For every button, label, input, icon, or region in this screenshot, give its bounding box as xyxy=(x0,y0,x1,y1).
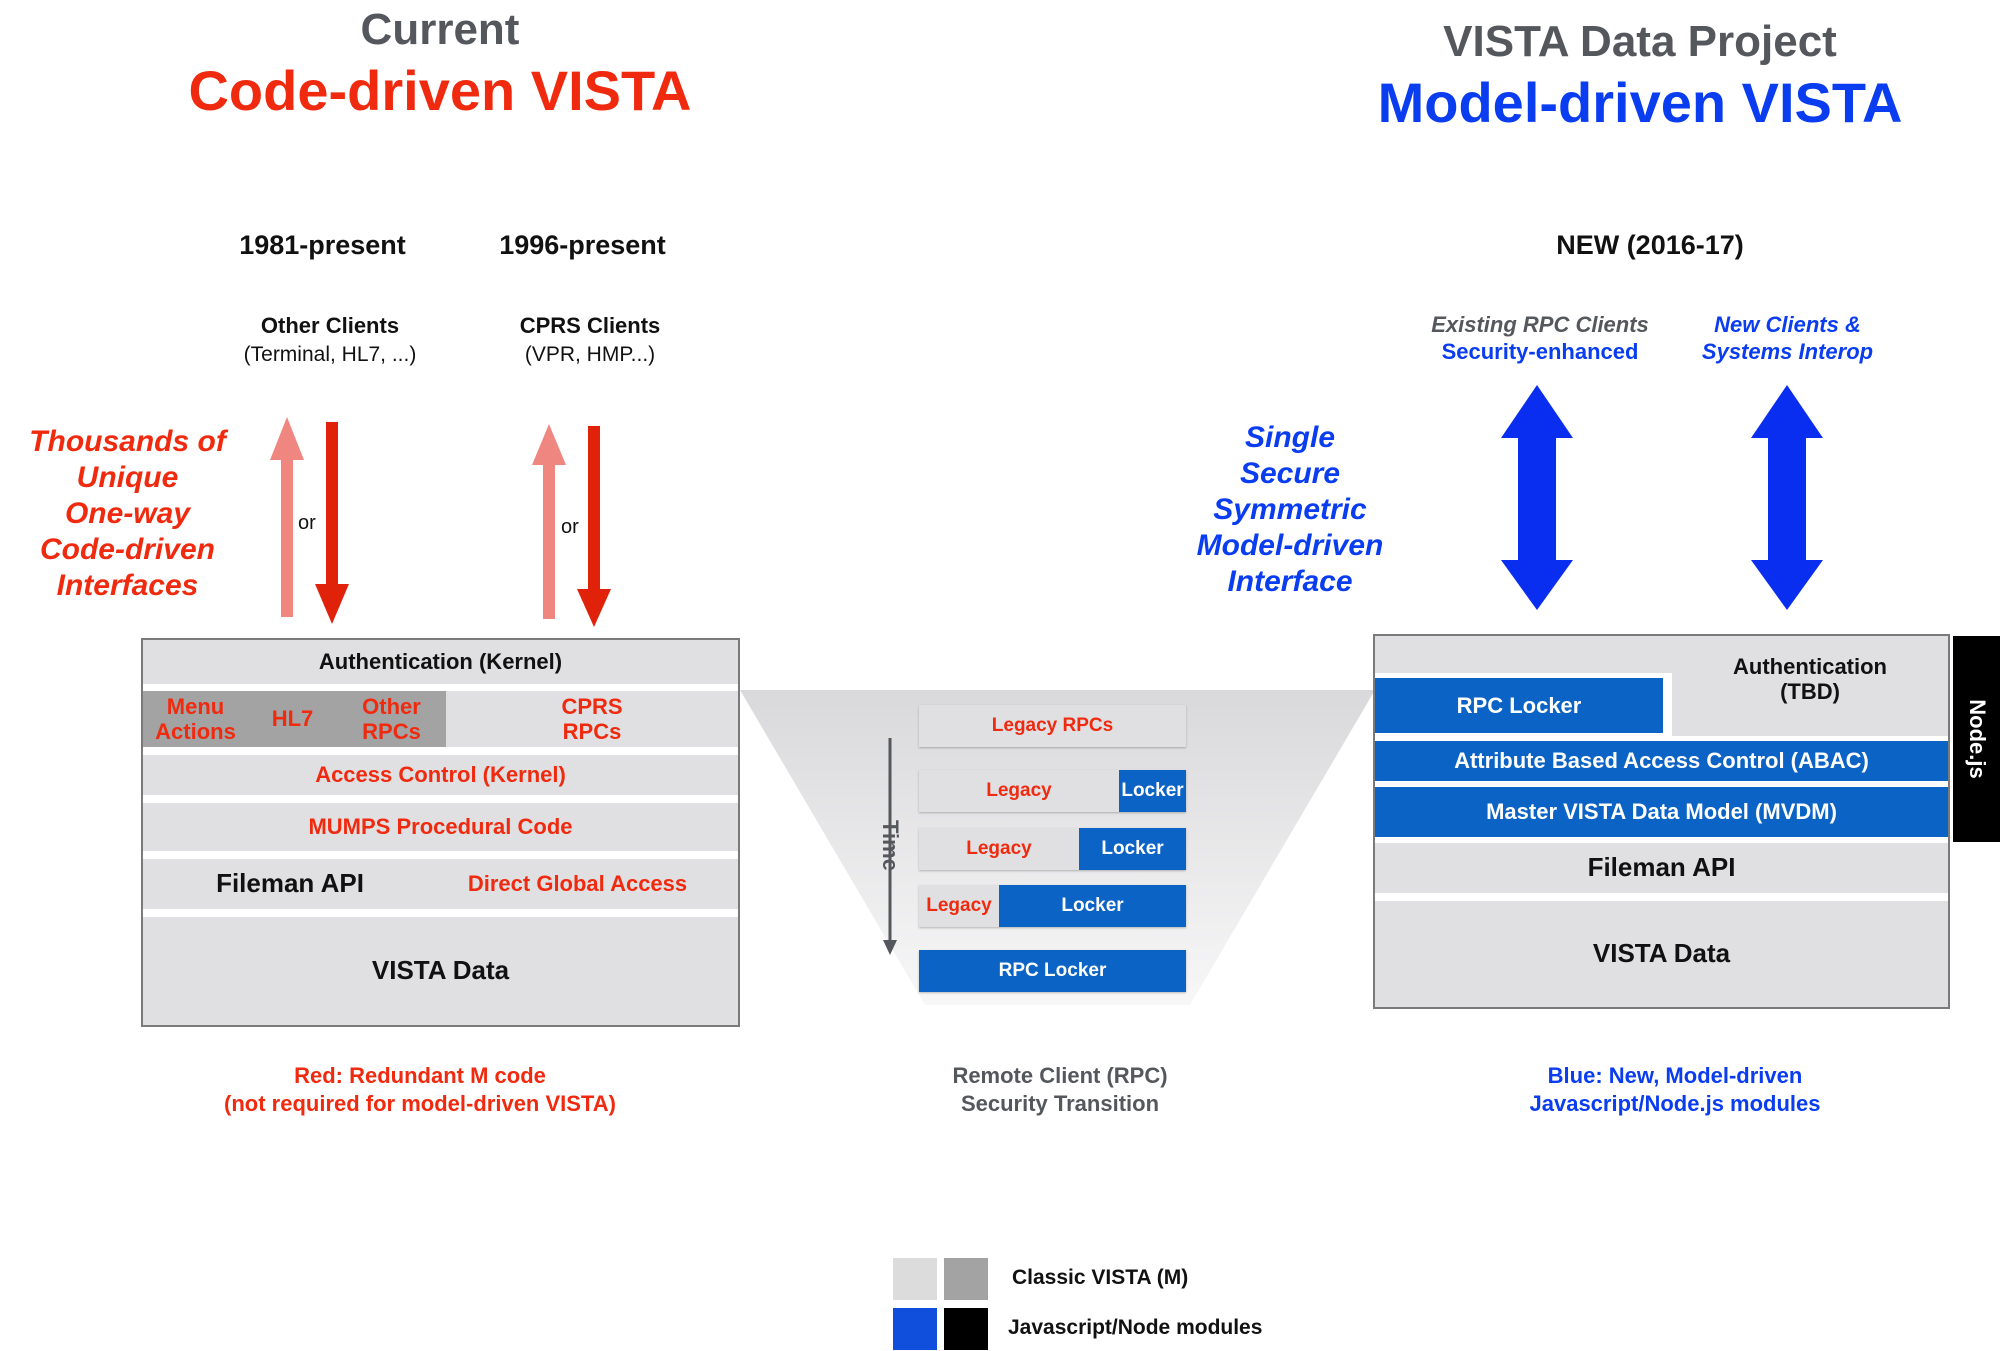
middle-caption-line: Security Transition xyxy=(960,1091,1160,1116)
new-clients-double-arrow xyxy=(1751,385,1823,610)
or-label-2: or xyxy=(561,516,579,538)
existing-clients-line: Existing RPC Clients xyxy=(1431,312,1649,337)
new-clients-line: Systems Interop xyxy=(1701,339,1874,364)
cprs-clients-sub: (VPR, HMP...) xyxy=(524,342,656,366)
nodejs-bar: Node.js xyxy=(1953,636,2000,842)
left-caption-line: Red: Redundant M code xyxy=(294,1063,546,1088)
side-note-line: Unique xyxy=(76,461,179,494)
left-caption: Red: Redundant M code (not required for … xyxy=(140,1062,700,1118)
side-note-line: Interfaces xyxy=(56,569,199,602)
time-label: Time xyxy=(878,820,903,871)
right-auth-line: (TBD) xyxy=(1780,679,1840,705)
right-auth-line: Authentication xyxy=(1733,654,1887,679)
new-clients-label: New Clients & Systems Interop xyxy=(1650,311,1925,365)
side-note-line: Secure xyxy=(1239,457,1341,490)
side-note-line: Symmetric xyxy=(1213,493,1367,526)
nodejs-label: Node.js xyxy=(1964,699,1990,779)
direct-global-access: Direct Global Access xyxy=(467,871,688,897)
legend-swatch-blue xyxy=(893,1308,937,1350)
menu-actions-line: Menu xyxy=(166,693,225,719)
right-auth-tbd: Authentication (TBD) xyxy=(1672,636,1948,736)
side-note-line: One-way xyxy=(64,497,191,530)
left-title: Code-driven VISTA xyxy=(188,59,692,122)
legend-swatch-black xyxy=(944,1308,988,1350)
left-caption-line: (not required for model-driven VISTA) xyxy=(224,1091,616,1116)
rpc-locker-segment: Locker xyxy=(1119,770,1186,812)
rpc-locker-segment: Locker xyxy=(1079,828,1186,870)
rpc-locker-segment: Locker xyxy=(999,885,1186,927)
other-rpcs: Other RPCs xyxy=(337,691,446,747)
right-vista-data: VISTA Data xyxy=(1375,901,1948,1007)
right-rpc-locker: RPC Locker xyxy=(1375,678,1663,733)
legend-swatch-light-gray xyxy=(893,1258,937,1300)
cprs-rpcs-line: RPCs xyxy=(562,719,622,744)
transition-row: Legacy Locker xyxy=(919,828,1186,870)
time-arrow xyxy=(883,738,897,955)
cprs-clients-arrows xyxy=(532,424,611,627)
transition-row: Legacy RPCs xyxy=(919,705,1186,747)
other-clients-title: Other Clients xyxy=(260,313,400,338)
legacy-rpc-segment: Legacy xyxy=(926,895,992,916)
right-caption: Blue: New, Model-driven Javascript/Node.… xyxy=(1500,1062,1850,1118)
legend-js-label: Javascript/Node modules xyxy=(1008,1316,1263,1339)
mumps-procedural-code: MUMPS Procedural Code xyxy=(143,803,738,851)
rpc-locker-segment: RPC Locker xyxy=(919,950,1186,992)
transition-row: RPC Locker xyxy=(919,950,1186,992)
cprs-clients-title: CPRS Clients xyxy=(519,313,661,338)
transition-row: Legacy Locker xyxy=(919,885,1186,927)
existing-clients-double-arrow xyxy=(1501,385,1573,610)
era-new: NEW (2016-17) xyxy=(1556,230,1744,260)
left-auth-kernel: Authentication (Kernel) xyxy=(143,640,738,684)
other-clients-label: Other Clients (Terminal, HL7, ...) xyxy=(210,311,450,369)
menu-actions-line: Actions xyxy=(155,719,236,744)
side-note-line: Code-driven xyxy=(39,533,216,566)
right-title: Model-driven VISTA xyxy=(1377,71,1903,134)
fileman-global-row xyxy=(143,859,738,909)
mvdm-layer: Master VISTA Data Model (MVDM) xyxy=(1375,787,1948,837)
cprs-rpcs-line: CPRS xyxy=(561,693,623,719)
right-side-note: Single Secure Symmetric Model-driven Int… xyxy=(1170,420,1410,600)
era-1981: 1981-present xyxy=(239,230,406,260)
right-heading: VISTA Data Project xyxy=(1443,17,1837,66)
left-side-note: Thousands of Unique One-way Code-driven … xyxy=(10,424,245,604)
left-vista-data: VISTA Data xyxy=(143,917,738,1025)
access-control-kernel: Access Control (Kernel) xyxy=(143,755,738,795)
cprs-rpcs: CPRS RPCs xyxy=(446,691,738,747)
other-clients-arrows xyxy=(270,417,349,624)
hl7-interface: HL7 xyxy=(248,691,337,747)
left-heading: Current xyxy=(360,5,520,54)
era-1996: 1996-present xyxy=(499,230,666,260)
side-note-line: Single xyxy=(1244,421,1335,454)
side-note-line: Thousands of xyxy=(29,425,226,458)
menu-actions: Menu Actions xyxy=(143,691,248,747)
right-caption-line: Javascript/Node.js modules xyxy=(1529,1091,1821,1116)
existing-clients-label: Existing RPC Clients Security-enhanced xyxy=(1390,311,1690,365)
or-label-1: or xyxy=(298,512,316,534)
new-clients-line: New Clients & xyxy=(1714,312,1861,337)
side-note-line: Interface xyxy=(1227,565,1353,598)
right-fileman-api: Fileman API xyxy=(1375,843,1948,893)
legend-swatch-mid-gray xyxy=(944,1258,988,1300)
abac-layer: Attribute Based Access Control (ABAC) xyxy=(1375,741,1948,781)
legacy-rpc-segment: Legacy RPCs xyxy=(991,715,1114,736)
middle-caption-line: Remote Client (RPC) xyxy=(952,1063,1168,1088)
other-clients-sub: (Terminal, HL7, ...) xyxy=(243,342,417,366)
legacy-rpc-segment: Legacy xyxy=(966,838,1032,859)
left-fileman-api: Fileman API xyxy=(216,868,364,899)
other-rpcs-line: RPCs xyxy=(362,719,421,744)
middle-caption: Remote Client (RPC) Security Transition xyxy=(900,1062,1220,1118)
other-rpcs-line: Other xyxy=(362,693,421,719)
existing-clients-line: Security-enhanced xyxy=(1441,339,1639,364)
transition-row: Legacy Locker xyxy=(919,770,1186,812)
cprs-clients-label: CPRS Clients (VPR, HMP...) xyxy=(475,311,705,369)
legacy-rpc-segment: Legacy xyxy=(986,780,1052,801)
side-note-line: Model-driven xyxy=(1196,529,1384,562)
right-caption-line: Blue: New, Model-driven xyxy=(1547,1063,1803,1088)
legend-classic-label: Classic VISTA (M) xyxy=(1012,1266,1189,1289)
